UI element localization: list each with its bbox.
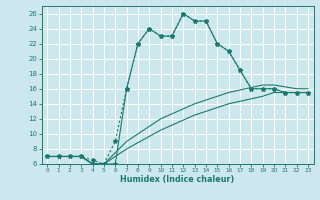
X-axis label: Humidex (Indice chaleur): Humidex (Indice chaleur) <box>120 175 235 184</box>
